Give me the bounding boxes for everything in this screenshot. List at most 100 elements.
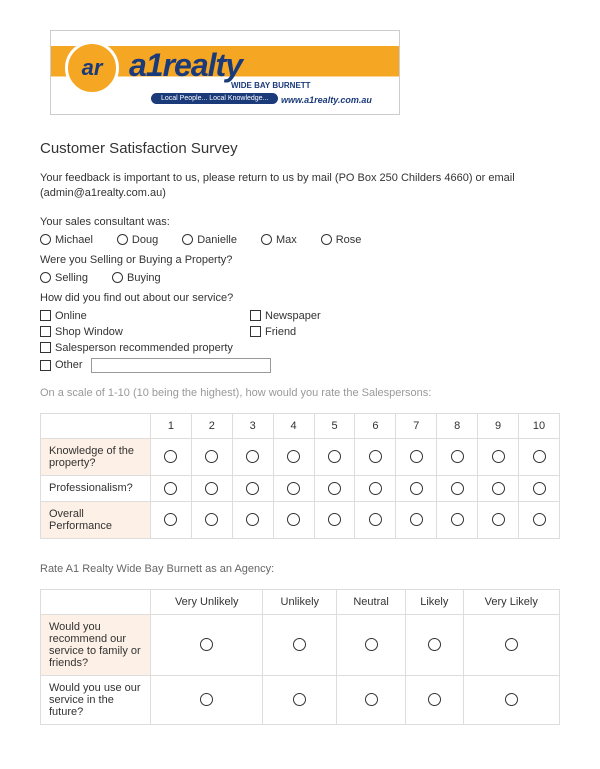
scale-header: 8 bbox=[437, 413, 478, 438]
agency-row-label: Would you use our service in the future? bbox=[41, 675, 151, 724]
logo: ar a1realty WIDE BAY BURNETT Local Peopl… bbox=[50, 30, 400, 115]
agency-intro: Rate A1 Realty Wide Bay Burnett as an Ag… bbox=[40, 563, 560, 575]
question-action: Were you Selling or Buying a Property? bbox=[40, 254, 560, 266]
rating-radio[interactable] bbox=[396, 475, 437, 501]
rating-radio[interactable] bbox=[273, 475, 314, 501]
agency-radio[interactable] bbox=[263, 675, 337, 724]
option-label: Michael bbox=[55, 234, 93, 246]
scale-header: 2 bbox=[191, 413, 232, 438]
rating-radio[interactable] bbox=[355, 438, 396, 475]
radio-consultant[interactable]: Michael bbox=[40, 234, 93, 246]
rating-radio[interactable] bbox=[478, 501, 519, 538]
checkbox-source[interactable]: Online bbox=[40, 310, 250, 322]
radio-action[interactable]: Selling bbox=[40, 272, 88, 284]
option-label: Online bbox=[55, 310, 87, 322]
scale-header: 9 bbox=[478, 413, 519, 438]
logo-tagline: Local People... Local Knowledge... bbox=[151, 93, 278, 104]
rating-radio[interactable] bbox=[437, 438, 478, 475]
scale-header: 3 bbox=[232, 413, 273, 438]
scale-header: 10 bbox=[519, 413, 560, 438]
agency-radio[interactable] bbox=[337, 675, 406, 724]
agency-rating-table: Very UnlikelyUnlikelyNeutralLikelyVery L… bbox=[40, 589, 560, 725]
scale-header: 6 bbox=[355, 413, 396, 438]
rating-radio[interactable] bbox=[355, 501, 396, 538]
checkbox-source[interactable]: Salesperson recommended property bbox=[40, 342, 250, 354]
rating-radio[interactable] bbox=[191, 475, 232, 501]
other-label: Other bbox=[55, 359, 83, 371]
intro-text: Your feedback is important to us, please… bbox=[40, 171, 560, 202]
agency-header: Likely bbox=[406, 589, 464, 614]
rating-radio[interactable] bbox=[396, 438, 437, 475]
scale-row-label: Overall Performance bbox=[41, 501, 151, 538]
logo-url: www.a1realty.com.au bbox=[281, 95, 372, 105]
rating-radio[interactable] bbox=[314, 475, 355, 501]
rating-radio[interactable] bbox=[191, 438, 232, 475]
rating-radio[interactable] bbox=[519, 438, 560, 475]
agency-row-label: Would you recommend our service to famil… bbox=[41, 614, 151, 675]
checkbox-source[interactable]: Shop Window bbox=[40, 326, 250, 338]
rating-radio[interactable] bbox=[151, 501, 192, 538]
agency-radio[interactable] bbox=[406, 614, 464, 675]
rating-radio[interactable] bbox=[191, 501, 232, 538]
rating-radio[interactable] bbox=[478, 438, 519, 475]
rating-radio[interactable] bbox=[519, 475, 560, 501]
agency-radio[interactable] bbox=[151, 614, 263, 675]
agency-header: Very Likely bbox=[463, 589, 559, 614]
rating-radio[interactable] bbox=[151, 475, 192, 501]
rating-radio[interactable] bbox=[273, 438, 314, 475]
radio-consultant[interactable]: Danielle bbox=[182, 234, 237, 246]
agency-radio[interactable] bbox=[463, 614, 559, 675]
option-label: Doug bbox=[132, 234, 158, 246]
rating-radio[interactable] bbox=[232, 475, 273, 501]
rating-radio[interactable] bbox=[273, 501, 314, 538]
agency-radio[interactable] bbox=[337, 614, 406, 675]
rating-radio[interactable] bbox=[437, 475, 478, 501]
checkbox-source[interactable]: Friend bbox=[250, 326, 430, 338]
option-label: Friend bbox=[265, 326, 296, 338]
salesperson-rating-table: 12345678910 Knowledge of the property?Pr… bbox=[40, 413, 560, 539]
option-label: Rose bbox=[336, 234, 362, 246]
logo-main-text: a1realty bbox=[129, 47, 242, 84]
rating-radio[interactable] bbox=[396, 501, 437, 538]
option-label: Buying bbox=[127, 272, 161, 284]
question-source: How did you find out about our service? bbox=[40, 292, 560, 304]
scale-header: 1 bbox=[151, 413, 192, 438]
question-consultant: Your sales consultant was: bbox=[40, 216, 560, 228]
agency-header: Very Unlikely bbox=[151, 589, 263, 614]
agency-header: Neutral bbox=[337, 589, 406, 614]
logo-subtitle: WIDE BAY BURNETT bbox=[231, 81, 311, 90]
page-title: Customer Satisfaction Survey bbox=[40, 140, 560, 157]
rating-radio[interactable] bbox=[355, 475, 396, 501]
agency-radio[interactable] bbox=[406, 675, 464, 724]
agency-header: Unlikely bbox=[263, 589, 337, 614]
rating-radio[interactable] bbox=[437, 501, 478, 538]
rating-radio[interactable] bbox=[232, 438, 273, 475]
rating-radio[interactable] bbox=[478, 475, 519, 501]
option-label: Max bbox=[276, 234, 297, 246]
scale-header: 7 bbox=[396, 413, 437, 438]
rating-radio[interactable] bbox=[314, 501, 355, 538]
radio-action[interactable]: Buying bbox=[112, 272, 161, 284]
scale-header: 5 bbox=[314, 413, 355, 438]
agency-radio[interactable] bbox=[151, 675, 263, 724]
checkbox-other[interactable]: Other bbox=[40, 359, 83, 371]
rating-radio[interactable] bbox=[314, 438, 355, 475]
rating-radio[interactable] bbox=[151, 438, 192, 475]
other-input[interactable] bbox=[91, 358, 271, 373]
rating-radio[interactable] bbox=[519, 501, 560, 538]
scale-intro: On a scale of 1-10 (10 being the highest… bbox=[40, 387, 560, 399]
option-label: Salesperson recommended property bbox=[55, 342, 233, 354]
option-label: Danielle bbox=[197, 234, 237, 246]
radio-consultant[interactable]: Rose bbox=[321, 234, 362, 246]
agency-radio[interactable] bbox=[463, 675, 559, 724]
scale-row-label: Knowledge of the property? bbox=[41, 438, 151, 475]
radio-consultant[interactable]: Max bbox=[261, 234, 297, 246]
scale-header: 4 bbox=[273, 413, 314, 438]
rating-radio[interactable] bbox=[232, 501, 273, 538]
checkbox-source[interactable]: Newspaper bbox=[250, 310, 430, 322]
option-label: Newspaper bbox=[265, 310, 321, 322]
logo-circle: ar bbox=[65, 41, 119, 95]
option-label: Shop Window bbox=[55, 326, 123, 338]
radio-consultant[interactable]: Doug bbox=[117, 234, 158, 246]
agency-radio[interactable] bbox=[263, 614, 337, 675]
